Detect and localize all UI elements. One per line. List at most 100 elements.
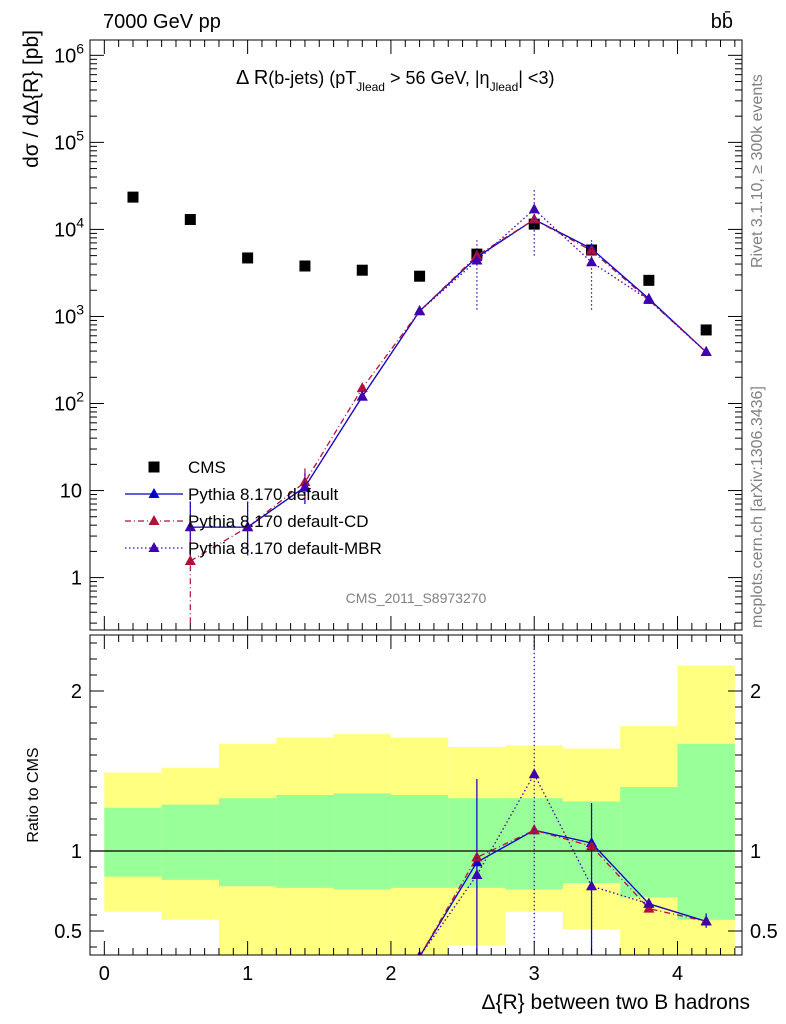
uncertainty-band-inner [333, 793, 391, 890]
legend-label: CMS [188, 458, 226, 477]
main-ytick-label: 106 [54, 40, 84, 67]
legend-marker [148, 488, 160, 498]
ytick-exponent: 3 [76, 301, 84, 317]
pythia-data-point [356, 382, 368, 393]
pythia-data-point [356, 390, 368, 401]
cms-data-point [643, 274, 655, 286]
ratio-data-point [643, 897, 655, 908]
ratio-series-line [419, 829, 707, 955]
ratio-ytick-label-left: 1 [71, 841, 82, 863]
legend-marker [148, 542, 160, 552]
main-series-line [190, 208, 707, 528]
pythia-data-point [414, 305, 426, 316]
ratio-ylabel: Ratio to CMS [25, 747, 42, 842]
pythia-data-point [299, 480, 311, 491]
cms-data-point [127, 191, 139, 203]
cms-data-point [184, 213, 196, 225]
legend-label: Pythia 8.170 default [188, 485, 339, 504]
pythia-data-point [586, 244, 598, 255]
ytick-base: 10 [54, 219, 76, 241]
legend-label: Pythia 8.170 default-CD [188, 512, 369, 531]
pythia-data-point [586, 256, 598, 267]
uncertainty-band-inner [276, 795, 334, 888]
ratio-ytick-label-left: 0.5 [54, 921, 82, 943]
uncertainty-band-inner [218, 798, 277, 887]
uncertainty-band-inner [104, 807, 162, 877]
cms-data-point [356, 264, 368, 276]
legend-label: Pythia 8.170 default-MBR [188, 539, 382, 558]
uncertainty-band-inner [677, 743, 735, 920]
main-ylabel: dσ / dΔ{R} [pb] [20, 30, 43, 168]
ratio-xtick-label: 3 [529, 963, 540, 985]
ratio-ytick-label-right: 1 [750, 841, 761, 863]
legend-marker [148, 461, 160, 473]
main-title-part: | <3) [518, 68, 554, 88]
main-title-part: Δ R [236, 67, 268, 89]
ratio-frame [89, 634, 743, 956]
pythia-data-point [184, 521, 196, 532]
pythia-data-point [242, 521, 254, 532]
uncertainty-band-inner [161, 804, 219, 880]
ratio-data-point [586, 840, 598, 851]
ratio-data-point [471, 869, 483, 879]
side-label-top: Rivet 3.1.10, ≥ 300k events [749, 74, 766, 268]
ratio-ytick-label-left: 2 [71, 681, 82, 703]
ratio-ytick-label-right: 0.5 [750, 921, 778, 943]
main-title-part: Jlead [356, 80, 385, 94]
ytick-exponent: 2 [76, 389, 84, 405]
ratio-data-point [471, 851, 483, 862]
main-title-part: > 56 GeV, |η [385, 68, 490, 88]
pythia-data-point [528, 203, 540, 214]
uncertainty-band-inner [505, 798, 563, 890]
ratio-panel: 0.5 0.5 1 1 2 2 0 1 2 3 4 [54, 634, 778, 985]
ytick-base: 10 [54, 132, 76, 154]
uncertainty-band-inner [620, 787, 678, 898]
ytick-exponent: 5 [76, 127, 84, 143]
ytick-exponent: 4 [76, 214, 84, 230]
cms-data-point [299, 260, 311, 272]
uncertainty-band-inner [390, 795, 449, 888]
main-title: Δ R(b-jets) (pTJlead > 56 GeV, |ηJlead| … [236, 67, 554, 94]
cms-data-point [242, 252, 254, 264]
cms-data-point [414, 270, 426, 282]
main-ytick-label: 104 [54, 214, 84, 241]
watermark: CMS_2011_S8973270 [346, 590, 487, 606]
cms-data-point [528, 218, 540, 230]
ratio-xtick-label: 1 [242, 963, 253, 985]
ratio-plot-area [90, 635, 742, 955]
main-series-line [190, 218, 707, 528]
main-series-line [189, 218, 707, 562]
main-ytick-label: 103 [54, 301, 84, 328]
pythia-data-point [700, 346, 712, 357]
pythia-data-point [184, 555, 196, 566]
ratio-xtick-label: 4 [672, 963, 683, 985]
pythia-data-point [643, 293, 655, 304]
ratio-xtick-label: 2 [385, 963, 396, 985]
ratio-ytick-label-right: 2 [750, 681, 761, 703]
ratio-data-point [528, 768, 540, 779]
ytick-base: 10 [54, 306, 76, 328]
main-ytick-label: 102 [54, 389, 84, 416]
ratio-data-point [700, 915, 712, 926]
ratio-xtick-label: 0 [99, 963, 110, 985]
main-title-part: Jlead [490, 80, 519, 94]
main-plot-area [127, 187, 712, 630]
legend-marker [148, 515, 160, 525]
main-ytick-label: 10 [60, 481, 82, 503]
ratio-data-point [586, 880, 598, 891]
ytick-base: 10 [54, 45, 76, 67]
ytick-base: 10 [54, 394, 76, 416]
header-left: 7000 GeV pp [103, 11, 221, 33]
ratio-series-line [419, 829, 707, 955]
pythia-data-point [471, 254, 483, 265]
main-ytick-label: 105 [54, 127, 84, 154]
main-title-part: (b-jets) (pT [268, 68, 356, 88]
legend: CMS Pythia 8.170 default Pythia 8.170 defa… [125, 458, 382, 558]
main-ytick-label: 1 [71, 568, 82, 590]
ratio-xlabel: Δ{R} between two B hadrons [481, 991, 750, 1014]
ytick-exponent: 6 [76, 40, 84, 56]
main-frame [89, 39, 743, 631]
header-right: bb̄ [711, 10, 733, 33]
